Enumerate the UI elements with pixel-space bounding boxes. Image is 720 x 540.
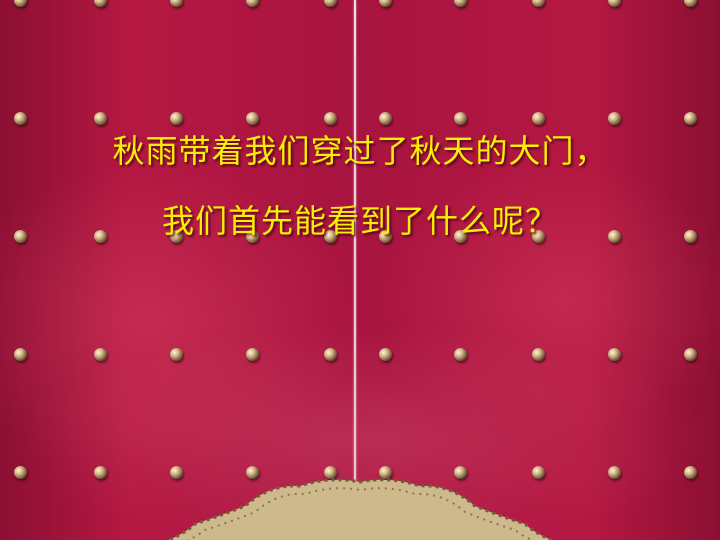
door-stud (608, 0, 621, 7)
door-stud (379, 112, 392, 125)
door-stud (454, 348, 467, 361)
door-stud (246, 112, 259, 125)
door-stud (324, 466, 337, 479)
door-stud (454, 230, 467, 243)
door-stud (324, 230, 337, 243)
slide-text-line-1: 秋雨带着我们穿过了秋天的大门， (112, 132, 608, 170)
door-stud (532, 230, 545, 243)
door-stud (246, 348, 259, 361)
door-stud (608, 466, 621, 479)
door-stud (94, 0, 107, 7)
door-stud (684, 466, 697, 479)
door-stud (532, 112, 545, 125)
door-stud (379, 0, 392, 7)
door-stud (170, 230, 183, 243)
door-stud (170, 0, 183, 7)
door-stud (246, 466, 259, 479)
door-stud (608, 348, 621, 361)
door-stud (454, 466, 467, 479)
door-stud (684, 112, 697, 125)
door-stud (454, 0, 467, 7)
door-stud (379, 466, 392, 479)
door-stud (379, 230, 392, 243)
door-stud (14, 230, 27, 243)
decorative-arch (164, 478, 556, 540)
door-stud (684, 348, 697, 361)
door-stud (94, 466, 107, 479)
door-stud (14, 466, 27, 479)
door-stud (170, 466, 183, 479)
door-stud (14, 348, 27, 361)
door-stud (170, 348, 183, 361)
door-stud (324, 0, 337, 7)
door-seam (354, 0, 356, 540)
door-stud (246, 230, 259, 243)
door-stud (246, 0, 259, 7)
door-stud (684, 0, 697, 7)
door-stud (532, 466, 545, 479)
door-stud (608, 230, 621, 243)
door-stud (324, 348, 337, 361)
door-stud (94, 230, 107, 243)
door-stud (94, 348, 107, 361)
door-stud (94, 112, 107, 125)
door-stud (454, 112, 467, 125)
door-stud (14, 112, 27, 125)
door-stud (532, 0, 545, 7)
slide-text-line-2: 我们首先能看到了什么呢？ (161, 202, 558, 240)
door-stud (14, 0, 27, 7)
door-stud (532, 348, 545, 361)
door-stud (608, 112, 621, 125)
door-stud (684, 230, 697, 243)
door-stud (324, 112, 337, 125)
door-stud (170, 112, 183, 125)
door-stud (379, 348, 392, 361)
